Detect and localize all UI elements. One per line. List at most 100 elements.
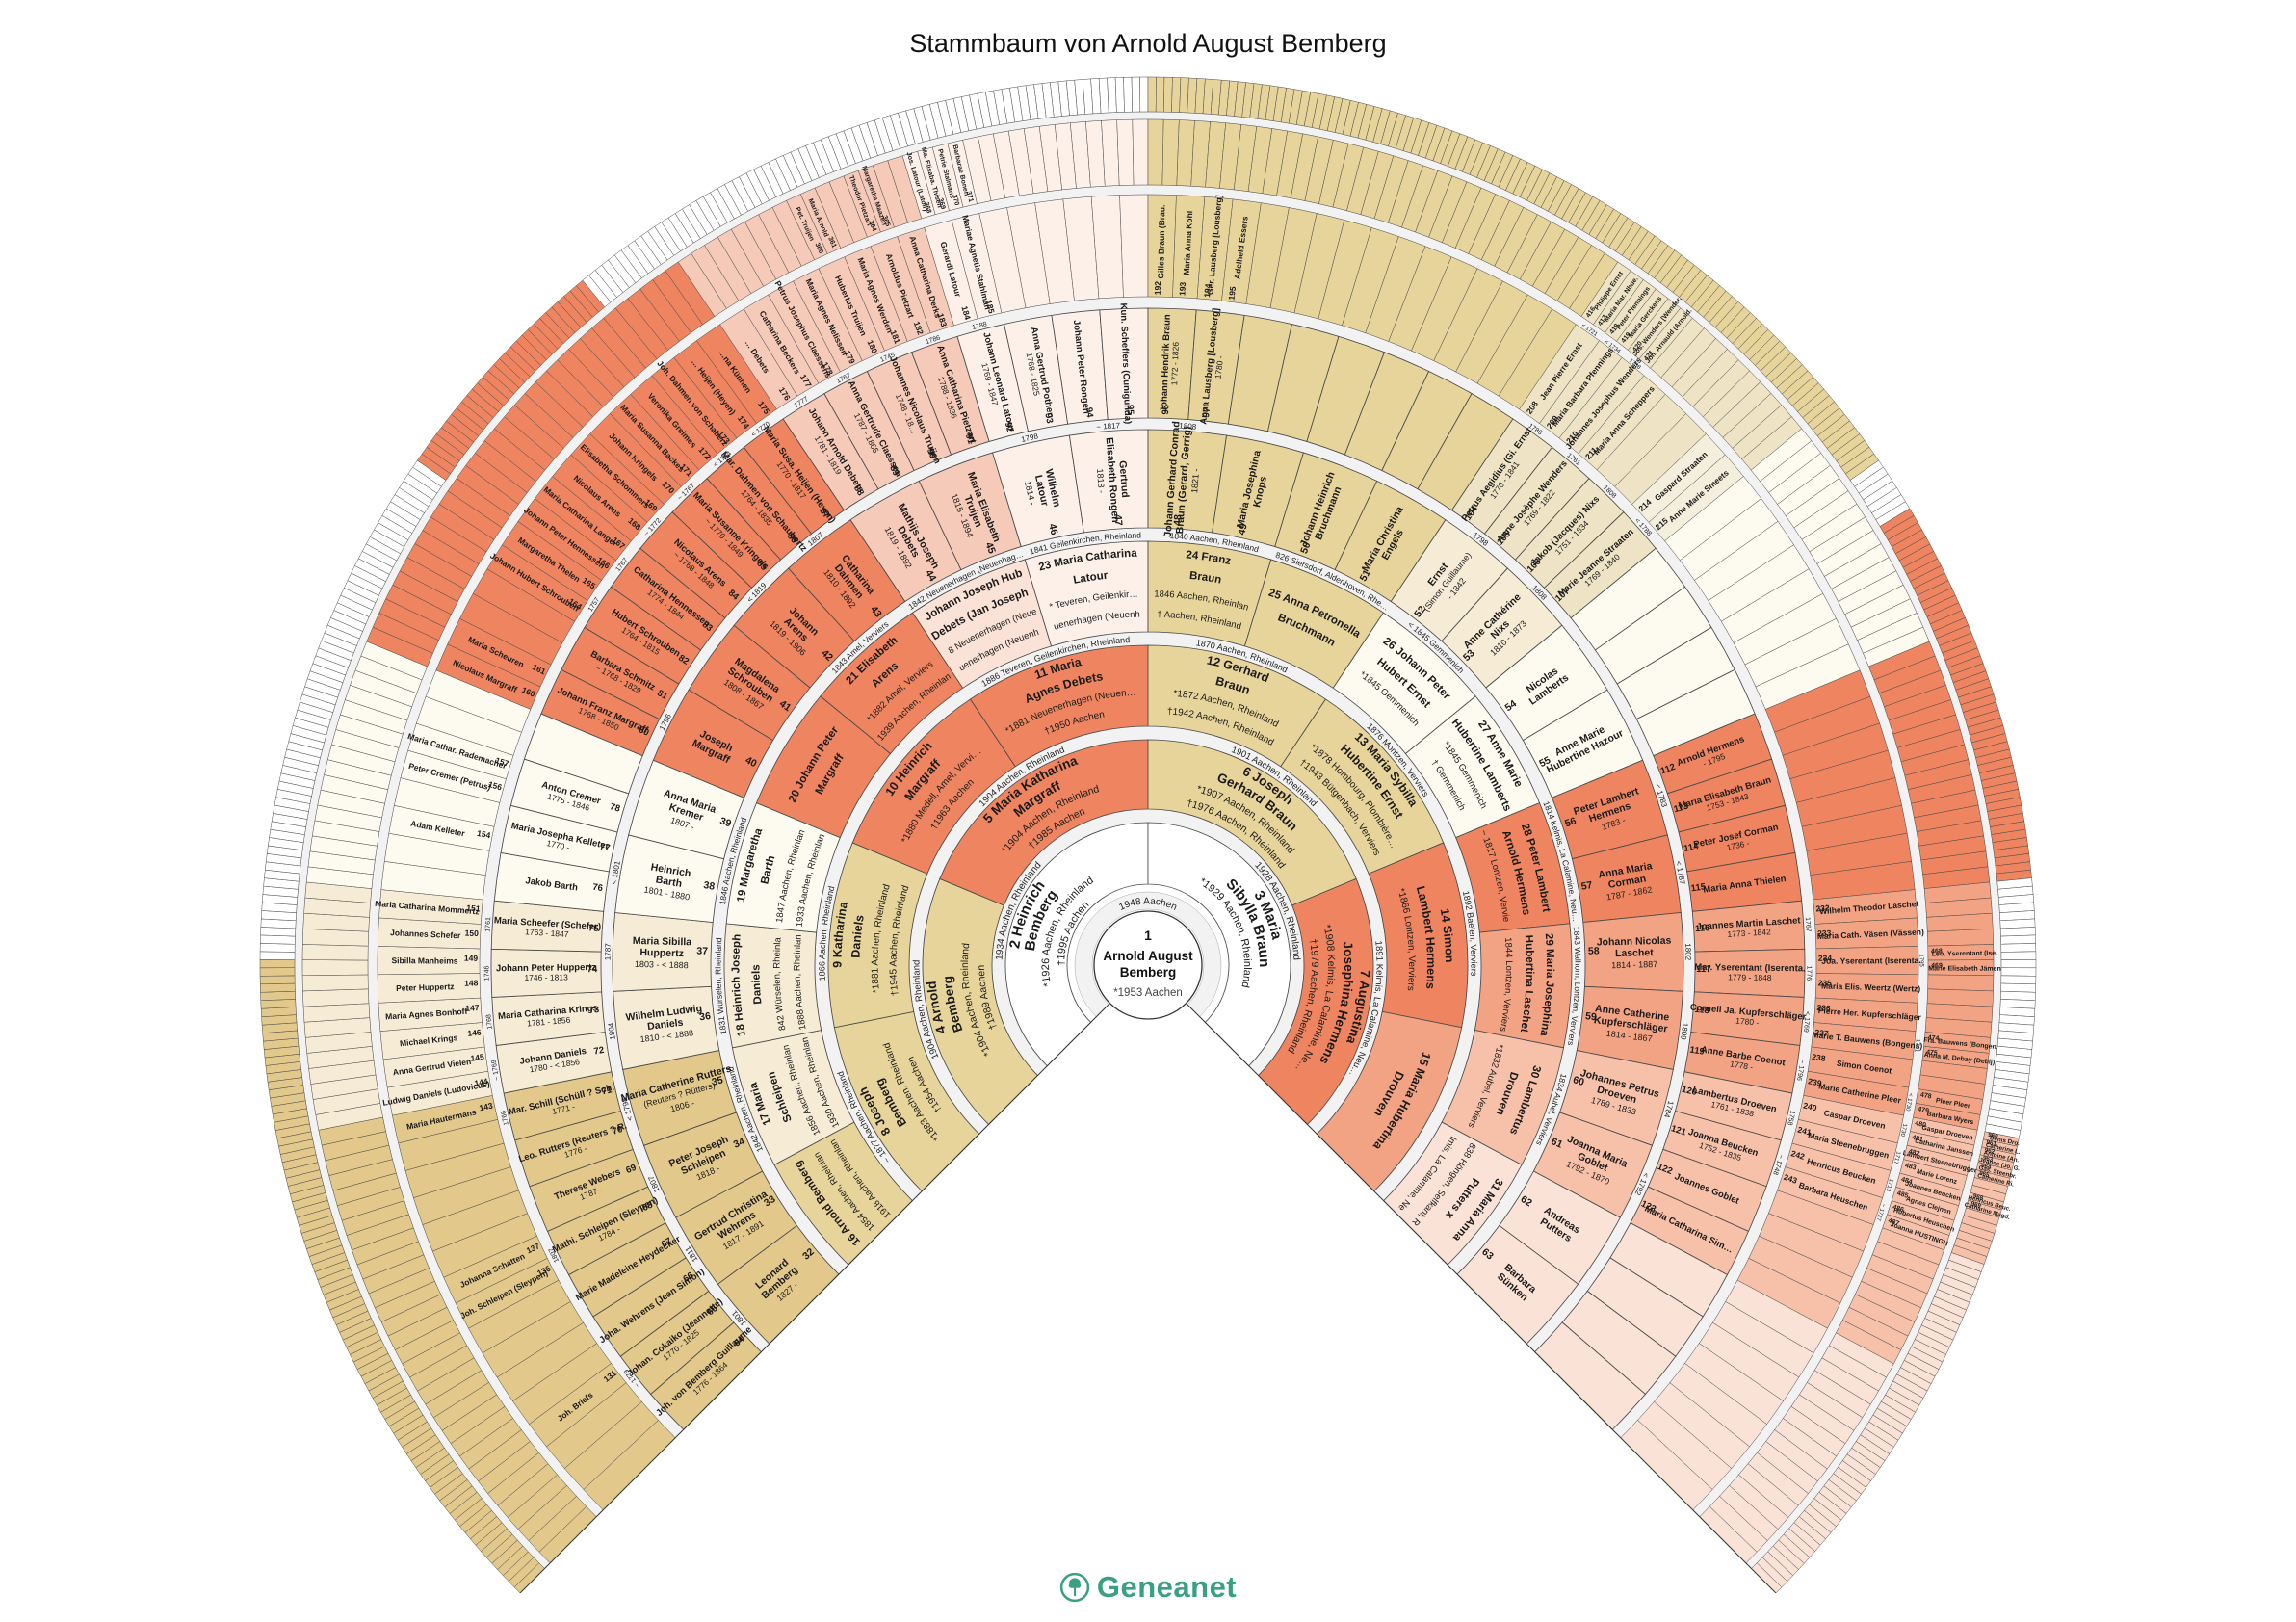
person-segment-297 — [301, 974, 369, 992]
fan-wedge-edge — [1186, 1003, 1777, 1594]
marriage-label-117: 1776 — [1805, 966, 1812, 981]
geneanet-tree-icon — [1059, 1572, 1089, 1603]
person-segment-598 — [259, 951, 296, 960]
svg-text:Huppertz: Huppertz — [639, 947, 684, 959]
person-number-71: 71 — [601, 1085, 614, 1097]
person-number-69: 69 — [624, 1163, 638, 1176]
person-number-70: 70 — [611, 1124, 623, 1138]
person-segment-467 — [1926, 929, 1994, 947]
person-label-234: Joa. Yserentant (Iserenta. — [1821, 955, 1920, 966]
person-number-185: 185 — [984, 299, 997, 314]
person-number-97: 97 — [1201, 406, 1213, 418]
marriage-label-1: 1948 Aachen — [1117, 896, 1178, 912]
svg-text:Daniels: Daniels — [647, 1017, 685, 1033]
person-number-39: 39 — [718, 815, 733, 829]
person-number-482: 482 — [1908, 1148, 1920, 1158]
marriage-label-59: 1809 — [1679, 1022, 1689, 1040]
person-number-49: 49 — [1236, 522, 1249, 536]
person-number-150: 150 — [464, 929, 479, 939]
person-number-194: 194 — [1202, 283, 1213, 298]
person-segment-594 — [259, 982, 296, 993]
person-number-360: 360 — [813, 242, 823, 255]
person-number-77: 77 — [599, 842, 612, 854]
marriage-label-234: 1795 — [1918, 954, 1923, 967]
person-segment-3 — [1147, 822, 1292, 1067]
person-segment-296 — [302, 988, 370, 1007]
person-label-235: Maria Elis. Weertz (Wertz) — [1821, 981, 1921, 993]
person-label-149: Sibilla Manheims — [391, 955, 457, 965]
person-number-960: 960 — [1987, 1132, 1998, 1140]
person-segment-382 — [1116, 118, 1135, 186]
person-number-149: 149 — [464, 954, 479, 963]
person-number-238: 238 — [1812, 1052, 1827, 1063]
person-number-234: 234 — [1818, 954, 1833, 963]
person-segment-593 — [260, 990, 296, 1002]
person-number-370: 370 — [951, 194, 960, 206]
person-number-62: 62 — [1519, 1193, 1534, 1209]
person-number-969: 969 — [1970, 1200, 1983, 1210]
person-number-57: 57 — [1580, 879, 1594, 893]
person-label-9: Daniels — [849, 914, 867, 958]
person-segment-940 — [2000, 975, 2037, 985]
person-number-75: 75 — [588, 923, 600, 934]
person-number-113: 113 — [1673, 800, 1690, 815]
person-segment-191 — [1119, 194, 1149, 298]
person-number-114: 114 — [1683, 841, 1700, 854]
person-number-361: 361 — [826, 236, 837, 249]
person-number-243: 243 — [1783, 1172, 1799, 1186]
person-number-120: 120 — [1681, 1085, 1698, 1098]
marriage-label-74: 1746 — [483, 965, 490, 981]
person-number-91: 91 — [963, 432, 977, 446]
person-label-23: Latour — [1072, 570, 1109, 587]
person-number-965: 965 — [1978, 1170, 1990, 1179]
person-segment-763 — [1107, 77, 1117, 114]
marriage-label-58: 1802 — [1683, 943, 1692, 961]
person-segment-936 — [2000, 943, 2037, 953]
person-number-145: 145 — [470, 1052, 485, 1063]
person-segment-767 — [1139, 76, 1149, 113]
person-number-33: 33 — [762, 1193, 777, 1209]
person-number-469: 469 — [1931, 962, 1943, 969]
person-number-240: 240 — [1802, 1100, 1817, 1112]
person-number-83: 83 — [700, 619, 715, 634]
marriage-label-73: 1768 — [485, 1014, 493, 1030]
person-number-37: 37 — [696, 945, 708, 956]
person-number-67: 67 — [660, 1236, 674, 1250]
person-segment-595 — [259, 975, 296, 985]
person-number-183: 183 — [935, 312, 949, 328]
person-number-485: 485 — [1896, 1190, 1909, 1200]
marriage-label-38: < 1801 — [610, 859, 622, 885]
person-number-237: 237 — [1814, 1028, 1829, 1038]
person-number-112: 112 — [1659, 762, 1677, 777]
svg-text:Léo. Yserentant (Ise.: Léo. Yserentant (Ise. — [1932, 950, 1997, 957]
person-label-18: Daniels — [750, 964, 764, 1005]
person-number-82: 82 — [676, 653, 691, 667]
svg-text:Gertrud: Gertrud — [1116, 460, 1131, 498]
person-number-143: 143 — [479, 1100, 494, 1112]
person-number-474: 474 — [1927, 1034, 1939, 1042]
svg-text:Maria Cath. Väsen (Vässen): Maria Cath. Väsen (Vässen) — [1817, 927, 1925, 941]
svg-text:Johann Nicolas: Johann Nicolas — [1597, 935, 1672, 949]
person-label-148: Peter Huppertz — [396, 981, 455, 993]
person-number-68: 68 — [640, 1200, 654, 1215]
svg-text:1770 -: 1770 - — [546, 838, 571, 852]
person-label-193: Maria Anna Kohl — [1182, 211, 1195, 275]
person-segment-769 — [1155, 76, 1165, 113]
person-number-968: 968 — [1972, 1192, 1984, 1202]
svg-text:1803 - < 1888: 1803 - < 1888 — [635, 959, 689, 970]
svg-text:1778 -: 1778 - — [1730, 1059, 1755, 1072]
person-number-76: 76 — [592, 882, 604, 894]
person-number-369: 369 — [937, 197, 947, 210]
svg-text:Joa. Yserentant (Iserenta.: Joa. Yserentant (Iserenta. — [1821, 955, 1920, 966]
person-segment-935 — [2000, 934, 2036, 945]
person-number-964: 964 — [1980, 1163, 1992, 1171]
person-number-144: 144 — [474, 1076, 489, 1087]
marriage-label-75: 1761 — [484, 917, 492, 932]
marriage-label-72: ~ 1769 — [491, 1060, 501, 1082]
person-number-45: 45 — [982, 540, 997, 555]
person-segment-764 — [1114, 77, 1125, 113]
svg-text:Maria Sibilla: Maria Sibilla — [633, 935, 692, 949]
person-label-192: Gilles Braun (Brau. — [1156, 205, 1166, 279]
person-number-122: 122 — [1656, 1162, 1674, 1177]
svg-text:1814 - 1887: 1814 - 1887 — [1611, 959, 1657, 970]
